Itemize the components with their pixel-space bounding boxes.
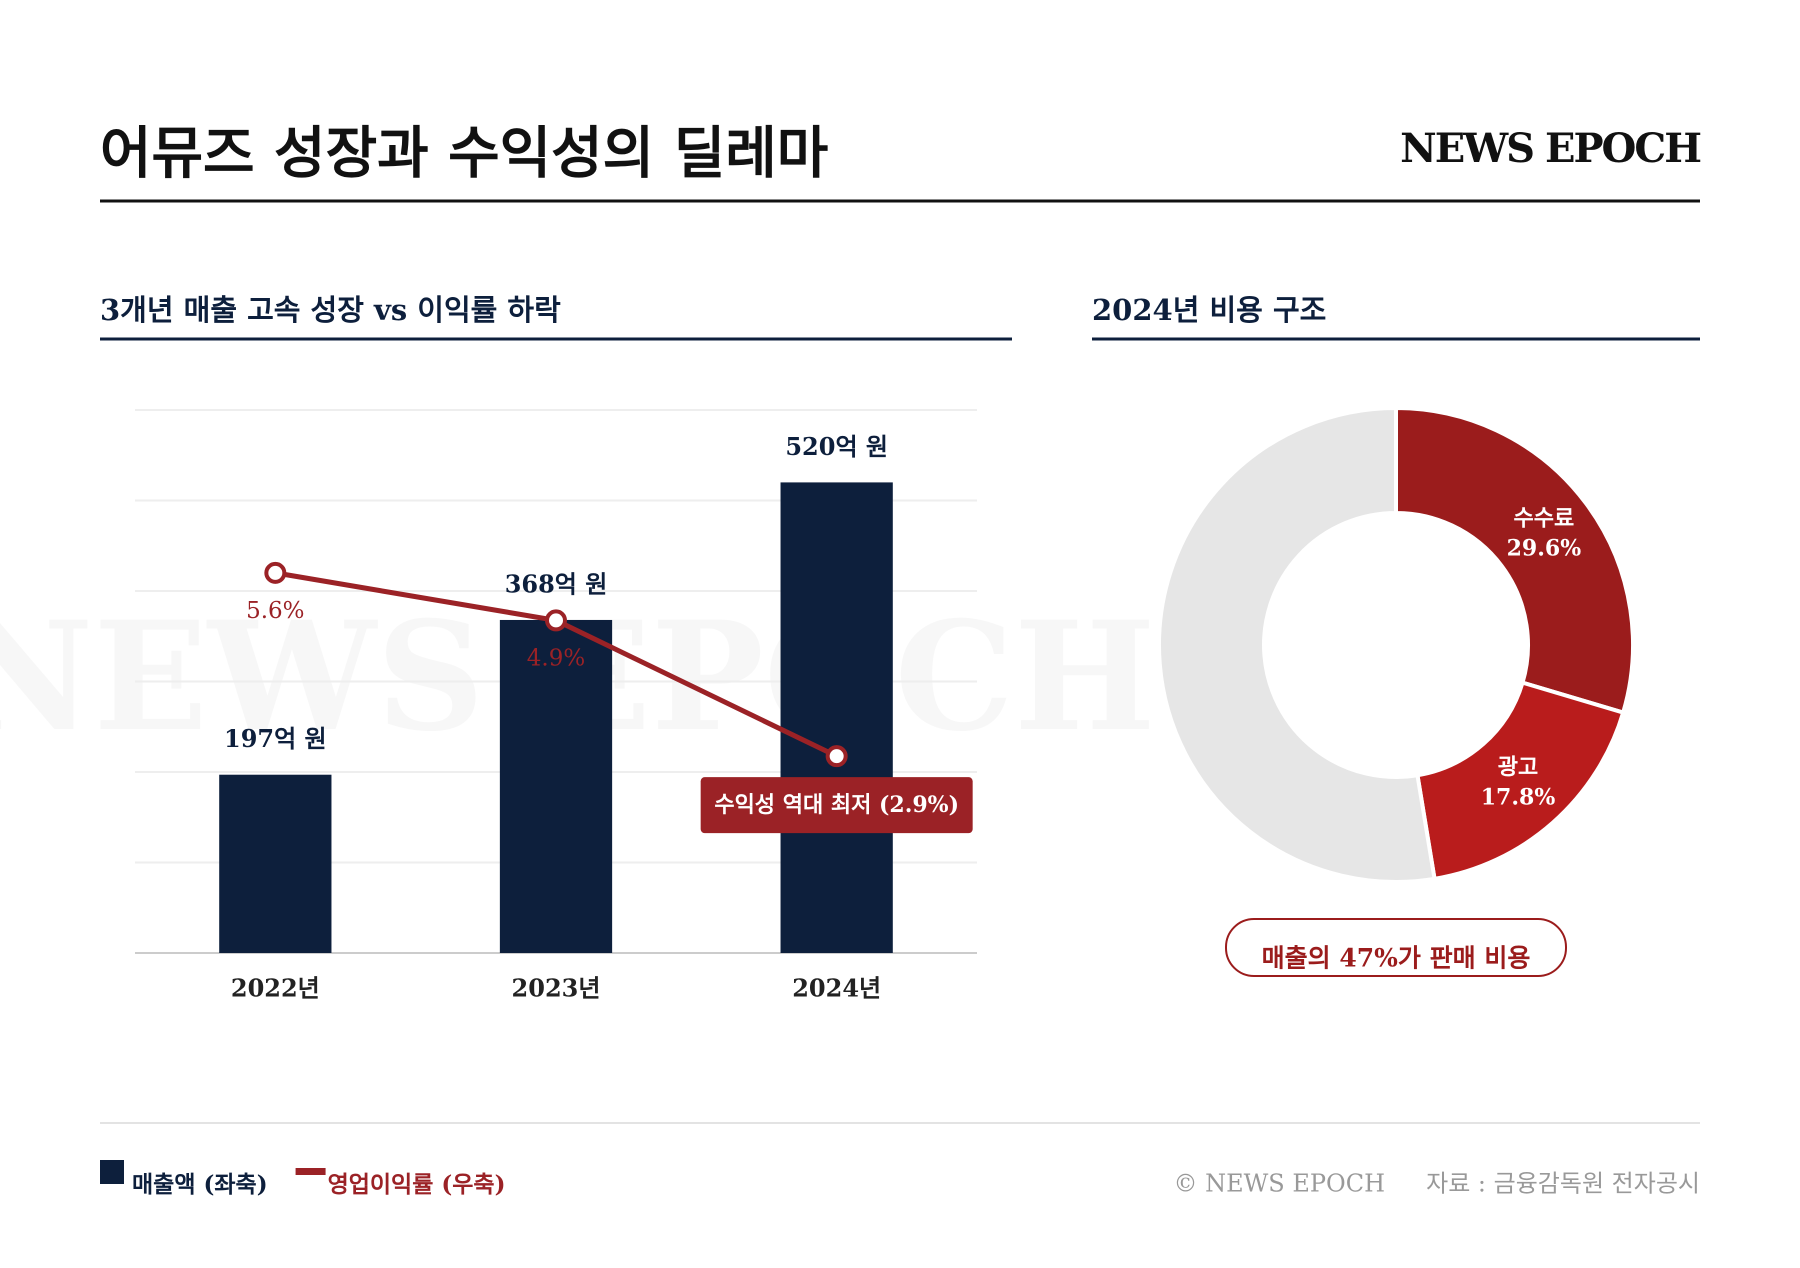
bar <box>219 774 332 953</box>
donut-slice <box>1415 680 1626 882</box>
slice-label: 광고 <box>1498 754 1538 780</box>
line-point <box>545 609 567 632</box>
callout-box <box>1225 918 1567 977</box>
source: 자료 : 금융감독원 전자공시 <box>1426 1170 1700 1198</box>
legend-label: 영업이익률 (우축) <box>328 1171 506 1198</box>
chart-title: 3개년 매출 고속 성장 vs 이익률 하락 <box>100 293 561 327</box>
x-tick-label: 2024년 <box>792 974 881 1003</box>
bar-value-label: 368억 원 <box>505 569 608 598</box>
line-value-label: 5.6% <box>246 598 304 624</box>
slice-value-label: 17.8% <box>1481 784 1556 810</box>
callout: 매출의 47%가 판매 비용 <box>1262 944 1531 973</box>
bar <box>780 482 893 953</box>
legend-label: 매출액 (좌축) <box>132 1171 268 1198</box>
legend-swatch <box>295 1168 326 1175</box>
line-point <box>264 561 287 584</box>
brand: NEWS EPOCH <box>1400 125 1700 172</box>
annotation-box <box>700 777 973 834</box>
x-tick-label: 2023년 <box>512 974 601 1003</box>
donut-slice <box>1394 405 1635 716</box>
bar-value-label: 197억 원 <box>224 724 327 753</box>
bar <box>499 619 613 953</box>
line-value-label: 4.9% <box>527 645 585 671</box>
line-point <box>825 745 848 768</box>
bar-value-label: 520억 원 <box>785 432 888 461</box>
legend-swatch <box>100 1160 124 1184</box>
x-tick-label: 2022년 <box>231 974 320 1003</box>
donut-slice <box>1157 405 1437 884</box>
copyright: © NEWS EPOCH <box>1173 1170 1385 1198</box>
slice-value-label: 29.6% <box>1507 536 1582 562</box>
page-title: 어뮤즈 성장과 수익성의 딜레마 <box>100 121 828 187</box>
slice-label: 수수료 <box>1514 506 1575 532</box>
chart-title: 2024년 비용 구조 <box>1092 293 1326 327</box>
annotation: 수익성 역대 최저 (2.9%) <box>714 792 959 818</box>
